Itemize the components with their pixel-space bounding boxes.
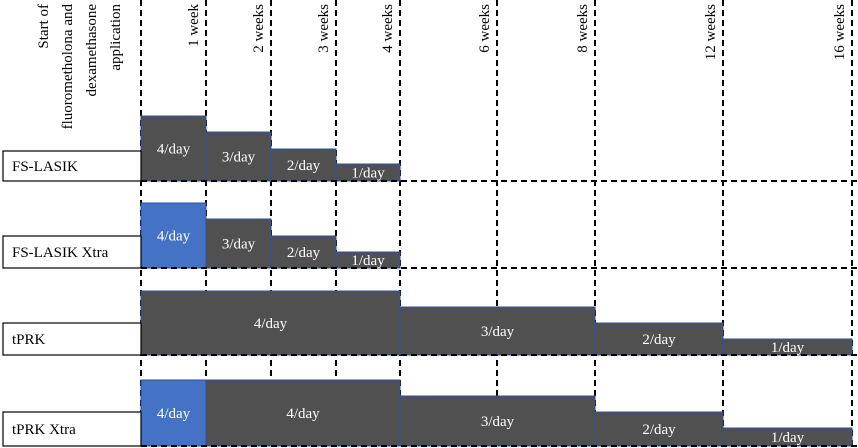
column-label: 2 weeks <box>251 4 267 53</box>
dose-bar <box>140 290 401 356</box>
dose-bar <box>335 163 401 182</box>
dose-bar <box>594 322 724 356</box>
dose-label: 3/day <box>481 414 515 430</box>
column-label: 1 week <box>186 4 202 47</box>
header-text: dexamethasone <box>84 4 100 97</box>
header-text: Start of <box>36 4 52 49</box>
column-label: 8 weeks <box>575 4 591 53</box>
header-text: application <box>108 4 124 71</box>
dose-label: 4/day <box>157 142 191 158</box>
header-text: fluorometholona and <box>60 4 76 130</box>
row-label-box <box>2 150 142 182</box>
dose-bar <box>205 218 272 269</box>
dose-bar <box>205 379 401 447</box>
dose-label: 4/day <box>286 406 320 422</box>
dose-label: 1/day <box>351 166 385 182</box>
column-label: 3 weeks <box>316 4 332 53</box>
dose-bar <box>722 427 853 447</box>
dose-bar <box>399 306 596 356</box>
dose-bar <box>399 395 596 447</box>
dose-label: 2/day <box>287 158 321 174</box>
row-label: FS-LASIK Xtra <box>12 245 109 261</box>
dose-label: 4/day <box>157 406 191 422</box>
dose-label: 3/day <box>222 150 256 166</box>
dose-label: 1/day <box>351 253 385 269</box>
dose-label: 1/day <box>771 340 805 356</box>
row-label-box <box>2 322 142 356</box>
dose-label: 1/day <box>771 430 805 446</box>
dose-label: 2/day <box>642 422 676 438</box>
dose-label: 3/day <box>481 324 515 340</box>
dose-bar <box>205 131 272 182</box>
dose-label: 2/day <box>287 245 321 261</box>
dose-label: 3/day <box>222 237 256 253</box>
dose-bar <box>335 251 401 269</box>
row-label-box <box>2 235 142 269</box>
row-label: FS-LASIK <box>12 159 78 175</box>
dose-label: 4/day <box>157 229 191 245</box>
row-label: tPRK <box>12 332 46 348</box>
dose-bar <box>270 235 337 269</box>
dose-bar <box>140 379 207 447</box>
column-label: 16 weeks <box>832 4 848 60</box>
dose-label: 4/day <box>254 316 288 332</box>
column-label: 6 weeks <box>477 4 493 53</box>
column-label: 12 weeks <box>703 4 719 60</box>
row-label-box <box>2 411 142 447</box>
dose-bar <box>594 411 724 447</box>
dose-label: 2/day <box>642 332 676 348</box>
column-label: 4 weeks <box>380 4 396 53</box>
row-label: tPRK Xtra <box>12 422 76 438</box>
dose-bar <box>722 338 853 356</box>
